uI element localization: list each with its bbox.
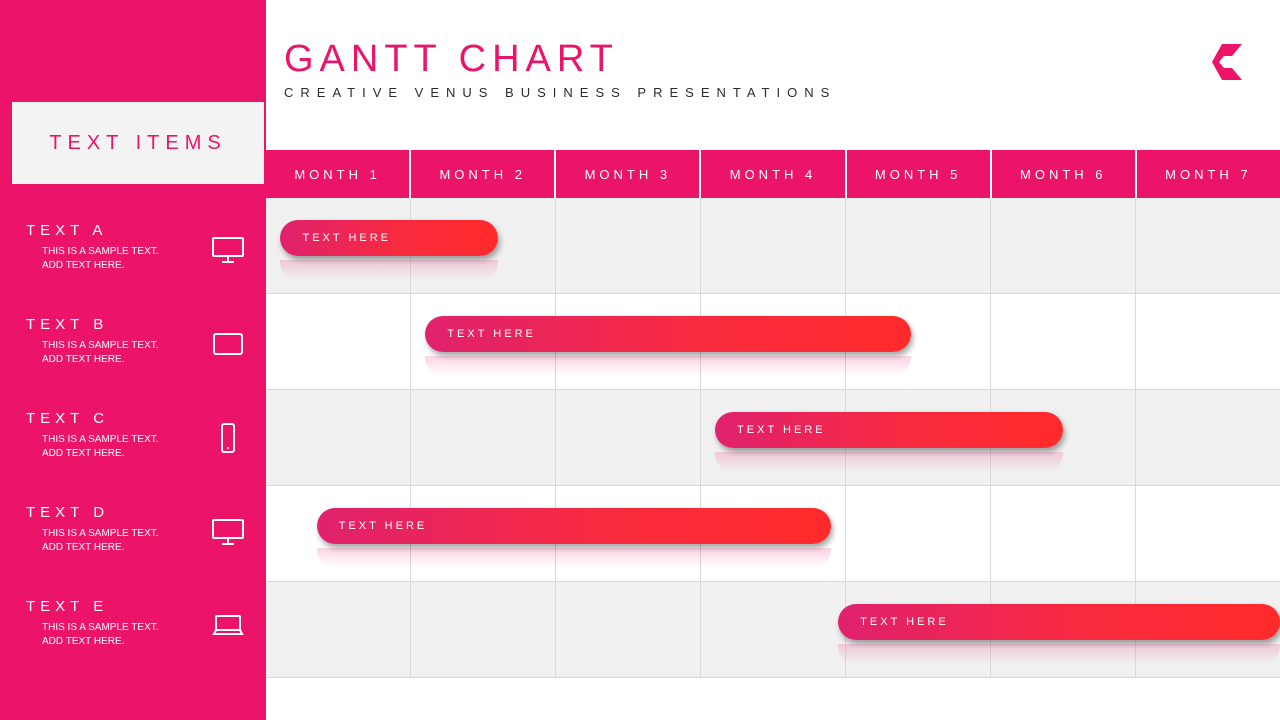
month-header-cell: MONTH 2 bbox=[409, 150, 554, 198]
text-items-label: TEXT ITEMS bbox=[49, 132, 226, 155]
sidebar-item: TEXT BTHIS IS A SAMPLE TEXT. ADD TEXT HE… bbox=[26, 316, 252, 410]
brand-logo bbox=[1202, 38, 1250, 86]
page: TEXT ITEMS TEXT ATHIS IS A SAMPLE TEXT. … bbox=[0, 0, 1280, 720]
gantt-cell bbox=[266, 390, 410, 486]
gantt-bar-reflection bbox=[838, 644, 1280, 664]
sidebar-list: TEXT ATHIS IS A SAMPLE TEXT. ADD TEXT HE… bbox=[26, 222, 252, 692]
text-items-box: TEXT ITEMS bbox=[12, 102, 264, 184]
phone-icon bbox=[210, 420, 246, 456]
month-header-cell: MONTH 3 bbox=[554, 150, 699, 198]
month-header-cell: MONTH 1 bbox=[266, 150, 409, 198]
gantt-cell bbox=[266, 582, 410, 678]
tablet-icon bbox=[210, 326, 246, 362]
gantt-bar-reflection bbox=[280, 260, 497, 280]
gantt-bar: TEXT HERE bbox=[425, 316, 910, 352]
laptop-icon bbox=[210, 608, 246, 644]
gantt-cell bbox=[1135, 198, 1280, 294]
months-header-row: MONTH 1MONTH 2MONTH 3MONTH 4MONTH 5MONTH… bbox=[266, 150, 1280, 198]
sidebar-item: TEXT ATHIS IS A SAMPLE TEXT. ADD TEXT HE… bbox=[26, 222, 252, 316]
monitor-icon bbox=[210, 514, 246, 550]
month-header-cell: MONTH 4 bbox=[699, 150, 844, 198]
month-header-cell: MONTH 5 bbox=[845, 150, 990, 198]
gantt-bar: TEXT HERE bbox=[280, 220, 497, 256]
monitor-icon bbox=[210, 232, 246, 268]
gantt-grid: MONTH 1MONTH 2MONTH 3MONTH 4MONTH 5MONTH… bbox=[266, 150, 1280, 720]
gantt-cell bbox=[266, 294, 410, 390]
gantt-cell bbox=[1135, 486, 1280, 582]
page-subtitle: CREATIVE VENUS BUSINESS PRESENTATIONS bbox=[284, 85, 836, 100]
gantt-cell bbox=[1135, 390, 1280, 486]
gantt-cell bbox=[1135, 294, 1280, 390]
gantt-cell bbox=[845, 198, 990, 294]
gantt-cell bbox=[990, 486, 1135, 582]
gantt-bar-reflection bbox=[317, 548, 831, 568]
gantt-cell bbox=[410, 582, 555, 678]
month-header-cell: MONTH 7 bbox=[1135, 150, 1280, 198]
gantt-cell bbox=[700, 582, 845, 678]
page-title: GANTT CHART bbox=[284, 38, 836, 81]
gantt-cell bbox=[990, 294, 1135, 390]
gantt-cell bbox=[555, 198, 700, 294]
sidebar-item: TEXT DTHIS IS A SAMPLE TEXT. ADD TEXT HE… bbox=[26, 504, 252, 598]
gantt-cell bbox=[555, 582, 700, 678]
gantt-cell bbox=[410, 390, 555, 486]
gantt-cell bbox=[845, 486, 990, 582]
sidebar-item: TEXT CTHIS IS A SAMPLE TEXT. ADD TEXT HE… bbox=[26, 410, 252, 504]
gantt-bar: TEXT HERE bbox=[715, 412, 1063, 448]
gantt-bar: TEXT HERE bbox=[838, 604, 1280, 640]
gantt-bar-reflection bbox=[715, 452, 1063, 472]
gantt-cell bbox=[555, 390, 700, 486]
sidebar-item: TEXT ETHIS IS A SAMPLE TEXT. ADD TEXT HE… bbox=[26, 598, 252, 692]
gantt-rows: TEXT HERE TEXT HERE TEXT HERE TEXT HERE TEXT… bbox=[266, 198, 1280, 678]
sidebar: TEXT ITEMS TEXT ATHIS IS A SAMPLE TEXT. … bbox=[0, 0, 266, 720]
gantt-bar: TEXT HERE bbox=[317, 508, 831, 544]
gantt-bar-reflection bbox=[425, 356, 910, 376]
month-header-cell: MONTH 6 bbox=[990, 150, 1135, 198]
gantt-cell bbox=[990, 198, 1135, 294]
gantt-cell bbox=[700, 198, 845, 294]
header: GANTT CHART CREATIVE VENUS BUSINESS PRES… bbox=[284, 38, 836, 100]
